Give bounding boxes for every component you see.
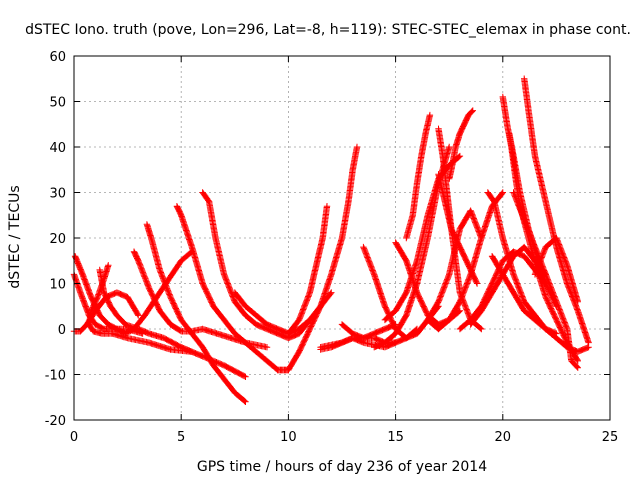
series-31 [510, 189, 581, 371]
series-marks [338, 321, 399, 342]
y-tick-label: 0 [58, 323, 66, 338]
series-10 [285, 203, 331, 337]
series-marks [85, 262, 196, 355]
y-tick-label: 10 [49, 278, 66, 293]
data-marks [70, 75, 592, 405]
x-axis-label: GPS time / hours of day 236 of year 2014 [197, 459, 487, 475]
series-marks [173, 203, 292, 374]
y-tick-label: 40 [49, 141, 66, 156]
y-tick-label: 30 [49, 187, 66, 202]
series-4 [85, 262, 196, 355]
series-24 [435, 171, 481, 287]
series-marks [403, 111, 434, 242]
series-marks [143, 221, 249, 405]
series-13 [274, 143, 361, 374]
series-8 [199, 189, 313, 342]
series-14 [338, 321, 399, 342]
tick-labels: 0 5 10 15 20 25 -20 -10 0 10 20 30 40 50 60 [45, 50, 619, 445]
series-marks [199, 189, 313, 342]
x-tick-label: 5 [177, 430, 185, 445]
x-tick-label: 0 [70, 430, 78, 445]
series-19 [403, 111, 434, 242]
series-23 [446, 107, 476, 183]
x-tick-label: 15 [387, 430, 404, 445]
series-marks [510, 189, 581, 371]
series-marks [285, 203, 331, 337]
series-7 [173, 203, 292, 374]
x-tick-label: 25 [602, 430, 619, 445]
y-tick-label: -20 [45, 414, 66, 429]
axis-ticks [73, 55, 611, 421]
series-marks [446, 107, 476, 183]
series-6 [143, 221, 249, 405]
y-tick-label: 50 [49, 96, 66, 111]
series-marks [274, 143, 361, 374]
y-tick-label: -10 [45, 369, 66, 384]
series-32 [488, 253, 560, 337]
x-tick-label: 20 [495, 430, 512, 445]
x-tick-label: 10 [280, 430, 297, 445]
series-marks [435, 171, 481, 287]
y-axis-label: dSTEC / TECUs [7, 185, 23, 288]
series-marks [488, 253, 560, 337]
y-tick-label: 20 [49, 232, 66, 247]
series-marks [521, 75, 592, 346]
series-30 [521, 75, 592, 346]
series-33 [531, 234, 581, 305]
y-tick-label: 60 [49, 50, 66, 65]
chart-title: dSTEC Iono. truth (pove, Lon=296, Lat=-8… [25, 22, 631, 38]
series-marks [531, 234, 581, 305]
